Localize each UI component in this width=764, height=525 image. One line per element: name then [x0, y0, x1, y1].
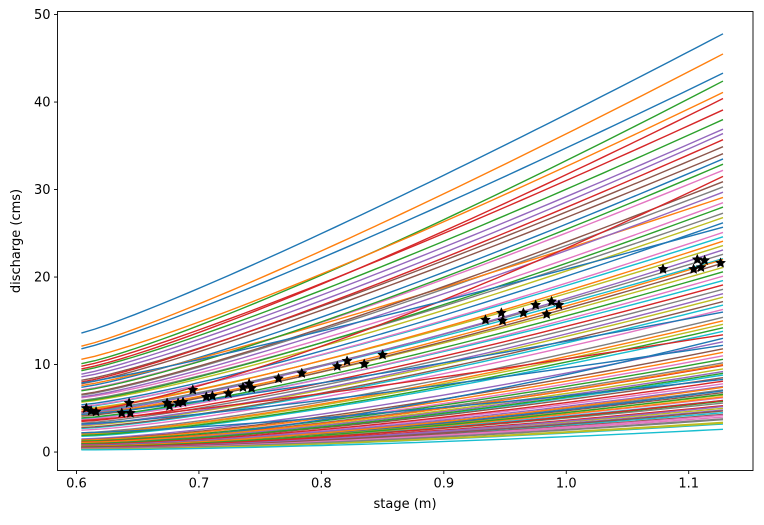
rating-curve [81, 378, 724, 434]
observation-star-marker [691, 253, 703, 265]
observation-star-marker [358, 358, 370, 369]
rating-curve [81, 428, 724, 451]
observation-star-marker [124, 407, 136, 418]
rating-curve [81, 97, 724, 370]
y-tick-label: 30 [34, 183, 51, 198]
rating-curve [81, 53, 724, 347]
rating-curve [81, 191, 724, 398]
observation-star-marker [246, 382, 258, 393]
observation-star-marker [530, 299, 542, 310]
observation-star-marker [688, 263, 700, 274]
rating-curve [81, 363, 724, 444]
rating-curve [81, 258, 724, 416]
rating-curve [81, 216, 724, 403]
rating-curve [81, 296, 724, 427]
y-tick-label: 10 [34, 358, 51, 373]
rating-curve [81, 275, 724, 421]
rating-curve [81, 132, 724, 378]
rating-curve [81, 304, 724, 430]
observation-star-marker [163, 400, 176, 411]
y-tick-label: 50 [34, 8, 51, 23]
rating-curve [81, 323, 724, 436]
observation-star-marker [657, 263, 669, 274]
observation-star-marker [296, 367, 308, 379]
observation-star-marker [695, 261, 707, 273]
rating-curve [81, 91, 724, 360]
rating-curve [81, 202, 724, 399]
observation-star-marker [341, 355, 353, 366]
rating-curve [81, 386, 724, 448]
y-tick-label: 0 [42, 446, 50, 461]
x-tick-label: 1.0 [556, 477, 577, 492]
observation-star-marker [479, 314, 491, 325]
rating-curve [81, 231, 724, 408]
observation-star-marker [517, 307, 529, 318]
x-tick-label: 0.9 [433, 477, 454, 492]
rating-curve [81, 393, 724, 448]
rating-curve [81, 249, 724, 415]
rating-curve [81, 186, 724, 396]
rating-curve [81, 163, 724, 392]
observation-star-marker [495, 307, 507, 318]
rating-curve [81, 181, 724, 395]
rating-curve [81, 240, 724, 411]
rating-curve [81, 118, 724, 372]
rating-curve [81, 385, 724, 446]
rating-curve [81, 33, 724, 334]
rating-curve [81, 372, 724, 445]
axis-ticks: 0.6 0.7 0.8 0.9 1.0 1.1 0 10 20 30 40 50 [34, 8, 699, 491]
observation-star-marker [206, 390, 218, 401]
y-tick-label: 40 [34, 96, 51, 111]
rating-curve [81, 311, 724, 416]
axes-frame [57, 11, 754, 471]
rating-curve [81, 80, 724, 365]
rating-curve [81, 422, 724, 451]
observation-star-marker [177, 396, 189, 407]
observation-star-marker [699, 254, 711, 266]
observation-star-marker [222, 387, 234, 399]
observation-star-marker [715, 257, 727, 268]
x-tick-label: 0.6 [66, 477, 87, 492]
observation-star-marker [377, 349, 389, 360]
observation-star-marker [123, 397, 135, 408]
rating-curve [81, 212, 724, 402]
rating-curve [81, 344, 724, 425]
rating-curve [81, 139, 724, 383]
observation-star-marker [541, 308, 553, 319]
x-tick-label: 1.1 [678, 477, 699, 492]
rating-curve [81, 128, 724, 375]
rating-curve [81, 109, 724, 367]
x-tick-label: 0.7 [189, 477, 210, 492]
observation-star-marker [90, 405, 102, 417]
rating-curve [81, 334, 724, 422]
rating-curve [81, 316, 724, 434]
rating-curve [81, 399, 724, 449]
rating-curve [81, 226, 724, 384]
rating-curve [81, 153, 724, 385]
rating-curve [81, 72, 724, 350]
rating-curve [81, 222, 724, 406]
rating-curve [81, 284, 724, 423]
y-axis-label: discharge (cms) [9, 188, 24, 294]
rating-curve [81, 262, 724, 417]
y-tick-label: 20 [34, 271, 51, 286]
rating-curve [81, 380, 724, 446]
rating-curve [81, 206, 724, 402]
observation-star-marker [553, 299, 565, 310]
observation-star-marker [272, 372, 285, 384]
rating-curve [81, 292, 724, 426]
observation-star-marker [497, 314, 509, 326]
plot-area [80, 33, 727, 451]
x-axis-label: stage (m) [373, 497, 437, 512]
rating-curve [81, 348, 724, 441]
observation-star-marker [331, 360, 343, 372]
x-tick-label: 0.8 [311, 477, 332, 492]
observation-star-marker [187, 384, 199, 395]
